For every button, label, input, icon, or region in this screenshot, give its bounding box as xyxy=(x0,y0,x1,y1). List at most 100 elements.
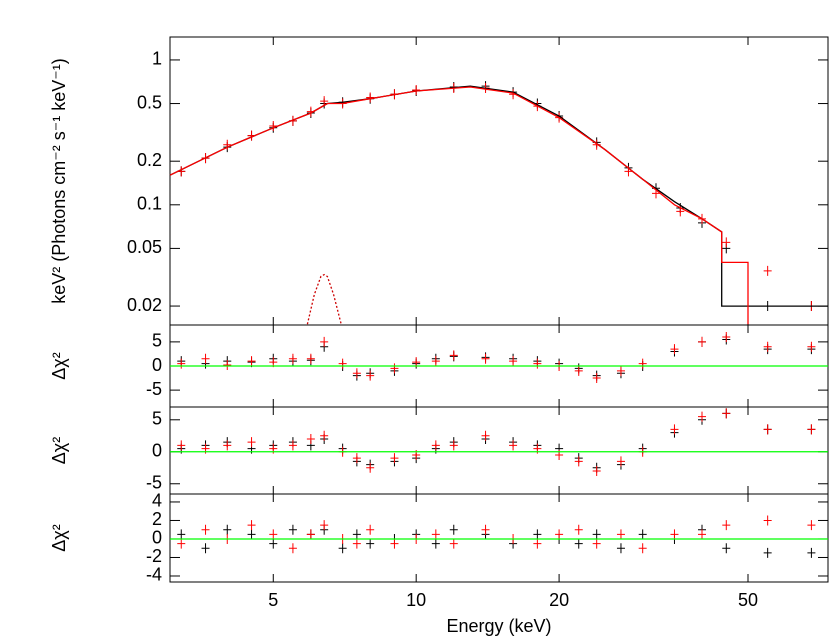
data-point xyxy=(306,353,315,364)
data-point xyxy=(698,336,707,347)
y-tick-label: 0 xyxy=(152,355,162,375)
data-point xyxy=(574,524,583,535)
data-point xyxy=(592,373,601,384)
data-point xyxy=(352,368,361,379)
data-point xyxy=(449,524,458,535)
data-point xyxy=(431,356,440,367)
data-point xyxy=(352,453,361,464)
y-tick-label: 5 xyxy=(152,331,162,351)
data-point xyxy=(722,543,731,554)
data-point xyxy=(201,524,210,535)
data-point xyxy=(223,139,232,150)
data-point xyxy=(247,529,256,540)
data-point xyxy=(223,360,232,371)
data-point xyxy=(574,538,583,549)
data-point xyxy=(698,529,707,540)
data-point xyxy=(509,440,518,451)
data-point xyxy=(288,524,297,535)
data-point xyxy=(481,353,490,364)
data-point xyxy=(431,440,440,451)
data-point xyxy=(763,515,772,526)
model-line xyxy=(169,85,828,307)
data-point xyxy=(338,543,347,554)
y-axis-label: keV² (Photons cm⁻² s⁻¹ keV⁻¹) xyxy=(49,58,69,304)
y-tick-label: 1 xyxy=(152,49,162,69)
data-point xyxy=(670,344,679,355)
data-point xyxy=(320,520,329,531)
data-point xyxy=(288,353,297,364)
data-point xyxy=(366,524,375,535)
data-point xyxy=(807,424,816,435)
data-point xyxy=(366,370,375,381)
data-point xyxy=(670,529,679,540)
data-point xyxy=(698,411,707,422)
data-point xyxy=(592,465,601,476)
y-axis-label: Δχ² xyxy=(49,437,69,464)
data-point xyxy=(338,358,347,369)
data-point xyxy=(320,96,329,107)
y-tick-label: 0.02 xyxy=(127,295,162,315)
y-tick-label: -5 xyxy=(146,379,162,399)
data-point xyxy=(670,424,679,435)
y-tick-label: 5 xyxy=(152,409,162,429)
data-point xyxy=(366,462,375,473)
data-point xyxy=(269,529,278,540)
y-tick-label: -4 xyxy=(146,565,162,585)
y-axis-label: Δχ² xyxy=(49,352,69,379)
data-point xyxy=(722,332,731,343)
data-point xyxy=(177,358,186,369)
y-tick-label: 0 xyxy=(152,441,162,461)
data-point xyxy=(763,265,772,276)
y-tick-label: 2 xyxy=(152,509,162,529)
data-point xyxy=(807,341,816,352)
data-point xyxy=(247,520,256,531)
data-point xyxy=(616,543,625,554)
data-point xyxy=(763,341,772,352)
data-point xyxy=(390,363,399,374)
data-point xyxy=(431,538,440,549)
data-point xyxy=(807,520,816,531)
data-point xyxy=(320,430,329,441)
data-point xyxy=(616,456,625,467)
data-point xyxy=(352,529,361,540)
data-point xyxy=(592,538,601,549)
data-point xyxy=(390,453,399,464)
data-point xyxy=(481,430,490,441)
data-point xyxy=(449,440,458,451)
data-point xyxy=(269,538,278,549)
data-point xyxy=(533,358,542,369)
y-tick-label: 0.1 xyxy=(137,194,162,214)
data-point xyxy=(352,538,361,549)
data-point xyxy=(722,520,731,531)
data-point xyxy=(306,529,315,540)
data-point xyxy=(247,356,256,367)
data-point xyxy=(616,365,625,376)
data-point xyxy=(223,524,232,535)
data-point xyxy=(807,547,816,558)
data-point xyxy=(390,538,399,549)
data-point xyxy=(177,538,186,549)
data-point xyxy=(555,529,564,540)
data-point xyxy=(288,440,297,451)
data-point xyxy=(574,456,583,467)
data-point xyxy=(638,543,647,554)
data-point xyxy=(763,424,772,435)
data-point xyxy=(509,356,518,367)
data-point xyxy=(449,350,458,361)
data-point xyxy=(223,440,232,451)
model-line xyxy=(306,273,342,325)
data-point xyxy=(574,365,583,376)
data-point xyxy=(247,437,256,448)
data-point xyxy=(177,440,186,451)
data-point xyxy=(616,529,625,540)
data-point xyxy=(201,353,210,364)
x-tick-label: 5 xyxy=(268,590,278,610)
x-tick-label: 10 xyxy=(406,590,426,610)
data-point xyxy=(722,237,731,248)
data-point xyxy=(366,538,375,549)
data-point xyxy=(201,543,210,554)
y-axis-label: Δχ² xyxy=(49,524,69,551)
plot-frame xyxy=(169,493,829,583)
